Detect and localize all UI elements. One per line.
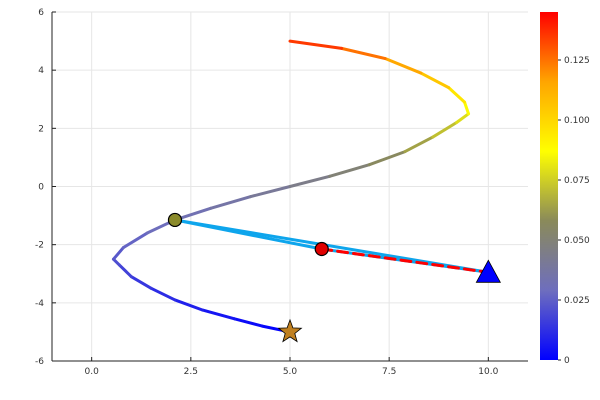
trajectory-segment xyxy=(403,135,435,154)
trajectory-segment xyxy=(455,112,470,125)
trajectory-segment xyxy=(419,71,451,90)
plot-axes xyxy=(51,11,528,362)
trajectory-segment xyxy=(117,263,133,279)
trajectory-segment xyxy=(121,231,149,250)
colorbar-tick-label: 0.100 xyxy=(564,116,590,126)
colorbar-tick-label: 0.075 xyxy=(564,176,590,186)
y-tick-label: 4 xyxy=(38,66,44,76)
colorbar-tick-label: 0.125 xyxy=(564,56,590,66)
circle-marker xyxy=(167,212,183,228)
y-tick-label: 6 xyxy=(38,8,44,18)
trajectory-segment xyxy=(209,195,252,210)
tick-labels: 0.0 2.5 5.0 7.5 10.0 6 4 2 0 -2 -4 -6 xyxy=(35,8,499,377)
trajectory-segment xyxy=(367,150,407,167)
trajectory-segments xyxy=(173,218,490,274)
trajectory-segment xyxy=(173,298,205,312)
trajectory-segment xyxy=(328,163,371,178)
trajectory-segment xyxy=(248,185,292,199)
y-tick-label: -6 xyxy=(35,357,44,367)
colorbar-tick-label: 0.050 xyxy=(564,236,590,246)
trajectory-segment xyxy=(431,121,459,139)
trajectory-segment xyxy=(340,46,387,61)
colorbar: 0 0.025 0.050 0.075 0.100 0.125 xyxy=(540,12,590,366)
x-tick-label: 5.0 xyxy=(283,367,298,377)
x-tick-label: 0.0 xyxy=(85,367,100,377)
triangle-marker xyxy=(475,259,502,283)
colorbar-tick-label: 0.025 xyxy=(564,296,590,306)
y-tick-label: 0 xyxy=(38,183,44,193)
star-marker xyxy=(277,318,303,343)
colorbar-tick-label: 0 xyxy=(564,356,570,366)
circle-marker xyxy=(314,241,329,257)
trajectory-segment xyxy=(232,317,264,328)
trajectory-segment xyxy=(288,174,332,188)
x-tick-label: 2.5 xyxy=(184,367,198,377)
y-tick-label: 2 xyxy=(38,124,44,134)
trajectory-segment xyxy=(447,86,467,104)
trajectory-segment xyxy=(129,275,153,290)
y-tick-label: -2 xyxy=(35,241,44,251)
trajectory-segment xyxy=(149,286,177,302)
y-tick-label: -4 xyxy=(35,299,44,309)
x-tick-label: 7.5 xyxy=(382,367,396,377)
colorbar-gradient-bar xyxy=(540,12,558,360)
trajectory-segment xyxy=(463,100,470,116)
blue-segment xyxy=(173,218,324,251)
trajectory-segment xyxy=(111,246,125,261)
trajectory-segment xyxy=(288,39,344,50)
x-tick-label: 10.0 xyxy=(478,367,498,377)
dashed-red-segment xyxy=(320,247,490,274)
trajectory-segment xyxy=(383,57,423,75)
trajectory-markers xyxy=(167,212,502,343)
trajectory-segment xyxy=(201,308,236,321)
